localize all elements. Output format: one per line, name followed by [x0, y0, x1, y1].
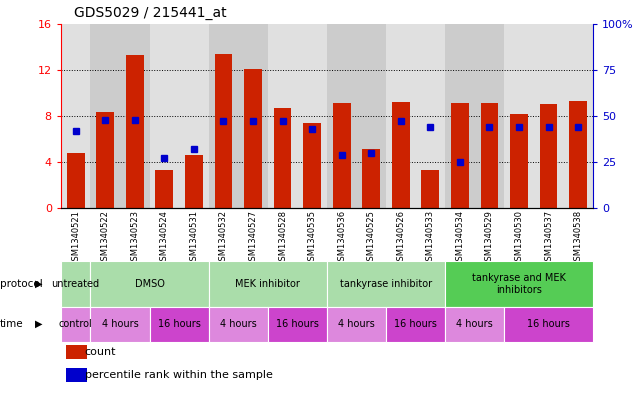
Text: count: count — [85, 347, 116, 357]
Text: control: control — [59, 319, 92, 329]
Text: 4 hours: 4 hours — [102, 319, 138, 329]
Bar — [268, 307, 327, 342]
Bar — [451, 103, 469, 208]
Text: DMSO: DMSO — [135, 279, 165, 289]
Bar — [540, 105, 558, 208]
Bar — [268, 24, 327, 208]
Text: ▶: ▶ — [35, 319, 43, 329]
Bar — [209, 307, 268, 342]
Bar — [327, 24, 386, 208]
Bar — [445, 261, 593, 307]
Bar — [185, 155, 203, 208]
Text: 16 hours: 16 hours — [527, 319, 570, 329]
Bar — [303, 123, 321, 208]
Text: percentile rank within the sample: percentile rank within the sample — [85, 370, 272, 380]
Text: 4 hours: 4 hours — [338, 319, 375, 329]
Text: untreated: untreated — [52, 279, 100, 289]
Bar — [156, 170, 173, 208]
Bar — [481, 103, 498, 208]
Bar — [327, 307, 386, 342]
Text: 16 hours: 16 hours — [158, 319, 201, 329]
Bar — [510, 114, 528, 208]
Bar — [386, 24, 445, 208]
Bar — [149, 307, 209, 342]
Text: tankyrase and MEK
inhibitors: tankyrase and MEK inhibitors — [472, 273, 566, 295]
Bar — [244, 69, 262, 208]
Bar — [96, 112, 114, 208]
Text: 4 hours: 4 hours — [220, 319, 256, 329]
Bar — [327, 261, 445, 307]
Bar — [149, 24, 209, 208]
Bar — [209, 24, 268, 208]
Bar — [422, 170, 439, 208]
Bar — [362, 149, 380, 208]
Text: time: time — [0, 319, 24, 329]
Text: GDS5029 / 215441_at: GDS5029 / 215441_at — [74, 6, 226, 20]
Bar — [61, 261, 90, 307]
Bar — [333, 103, 351, 208]
Text: tankyrase inhibitor: tankyrase inhibitor — [340, 279, 432, 289]
Bar — [392, 102, 410, 208]
Bar — [504, 24, 593, 208]
Bar — [66, 345, 87, 359]
Bar — [90, 261, 209, 307]
Bar — [90, 24, 149, 208]
Bar — [569, 101, 587, 208]
Text: 16 hours: 16 hours — [276, 319, 319, 329]
Bar — [61, 307, 90, 342]
Bar — [90, 307, 149, 342]
Bar — [66, 368, 87, 382]
Text: 16 hours: 16 hours — [394, 319, 437, 329]
Text: ▶: ▶ — [35, 279, 43, 289]
Bar — [126, 55, 144, 208]
Text: MEK inhibitor: MEK inhibitor — [235, 279, 300, 289]
Bar — [274, 108, 292, 208]
Text: 4 hours: 4 hours — [456, 319, 493, 329]
Bar — [504, 307, 593, 342]
Bar — [209, 261, 327, 307]
Bar — [215, 53, 232, 208]
Bar — [445, 307, 504, 342]
Bar — [61, 24, 90, 208]
Text: protocol: protocol — [0, 279, 43, 289]
Bar — [445, 24, 504, 208]
Bar — [67, 153, 85, 208]
Bar — [386, 307, 445, 342]
